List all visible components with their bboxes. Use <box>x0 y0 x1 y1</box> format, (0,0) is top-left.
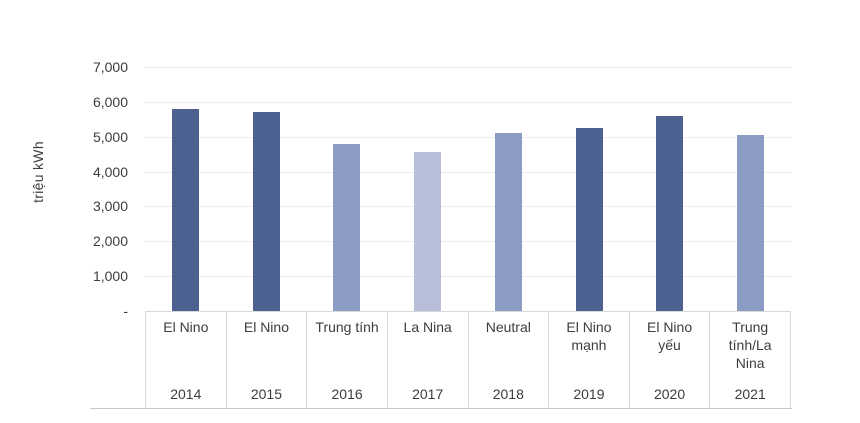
y-tick-label: 1,000 <box>92 268 128 285</box>
category-year-label: 2014 <box>170 386 202 402</box>
category-condition-label: El Nino <box>243 319 289 335</box>
gridline-2000 <box>145 241 791 243</box>
bar-2021 <box>737 135 764 311</box>
category-cell-2014: El Nino 2014 <box>146 312 227 408</box>
bar-2017 <box>414 152 441 311</box>
category-year-label: 2020 <box>653 386 686 402</box>
category-condition-label: La Nina <box>403 319 452 335</box>
gridline-4000 <box>145 171 791 173</box>
category-cell-2015: El Nino 2015 <box>227 312 308 408</box>
bar-2015 <box>253 112 280 311</box>
bar-2020 <box>656 116 683 311</box>
category-condition-label: El Nino yếu <box>646 319 693 353</box>
gridline-6000 <box>145 101 791 103</box>
category-condition-label: Neutral <box>485 319 531 335</box>
bar-2014 <box>172 109 199 311</box>
category-cell-2019: El Nino mạnh 2019 <box>549 312 630 408</box>
category-year-label: 2018 <box>492 386 524 402</box>
gridline-7000 <box>145 67 791 68</box>
y-tick-label: 3,000 <box>92 198 128 215</box>
gridline-1000 <box>145 276 791 278</box>
category-year-label: 2015 <box>250 386 283 402</box>
axis-bottom-border <box>90 408 792 409</box>
y-tick-label: 5,000 <box>92 128 128 145</box>
y-tick-label: 4,000 <box>92 163 128 180</box>
y-tick-label: 6,000 <box>92 93 128 110</box>
bar-2018 <box>495 133 522 311</box>
category-axis-table: El Nino 2014 El Nino 2015 Trung tính 2016 La N… <box>145 311 791 408</box>
category-condition-label: El Nino mạnh <box>566 319 612 353</box>
category-cell-2018: Neutral 2018 <box>469 312 550 408</box>
y-tick-label: - <box>123 303 128 319</box>
y-axis-title: triệu kWh <box>30 141 46 203</box>
category-year-label: 2019 <box>573 386 605 402</box>
category-year-label: 2017 <box>412 386 444 402</box>
category-cell-2020: El Nino yếu 2020 <box>630 312 711 408</box>
category-year-label: 2016 <box>331 386 363 402</box>
gridline-5000 <box>145 136 791 138</box>
bar-2019 <box>576 128 603 311</box>
y-tick-label: 2,000 <box>92 233 128 250</box>
gridline-3000 <box>145 206 791 208</box>
category-cell-2017: La Nina 2017 <box>388 312 469 408</box>
category-condition-label: El Nino <box>163 319 209 335</box>
category-cell-2021: Trung tính/La Nina 2021 <box>710 312 791 408</box>
bar-2016 <box>333 144 360 311</box>
y-tick-label: 7,000 <box>92 59 128 75</box>
category-condition-label: Trung tính <box>315 319 379 335</box>
category-cell-2016: Trung tính 2016 <box>307 312 388 408</box>
category-year-label: 2021 <box>734 386 766 402</box>
category-condition-label: Trung tính/La Nina <box>728 319 772 371</box>
